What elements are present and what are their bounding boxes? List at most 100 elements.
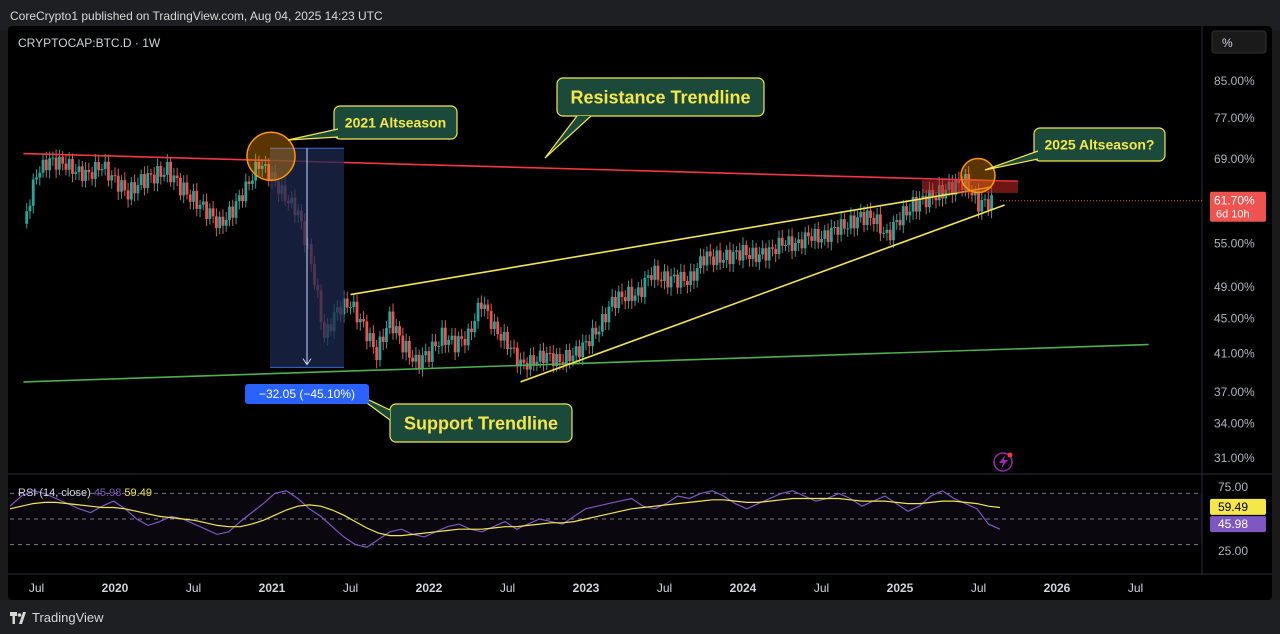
candle-body: [159, 166, 163, 177]
scale-unit-label: %: [1222, 36, 1233, 50]
candle-body: [790, 236, 794, 251]
candle-body: [735, 250, 738, 252]
candle-body: [172, 175, 176, 183]
candle-body: [375, 347, 379, 361]
candle-body: [93, 162, 97, 179]
candle-body: [38, 172, 42, 178]
candle-body: [764, 248, 768, 261]
candle-body: [672, 274, 676, 277]
last-price-badge: [1210, 191, 1266, 222]
candle-body: [234, 201, 238, 218]
candle-body: [803, 232, 807, 249]
candle-body: [604, 313, 608, 323]
candle-body: [358, 319, 362, 323]
last-price-label: 61.70%: [1214, 194, 1255, 208]
candle-body: [522, 359, 526, 363]
candle-body: [535, 361, 539, 365]
candle-body: [414, 354, 418, 362]
candle-body: [564, 350, 568, 365]
candle-body: [80, 166, 84, 182]
candle-body: [614, 296, 617, 309]
candle-body: [807, 232, 810, 237]
altseason-2025-callout: 2025 Altseason?: [984, 127, 1166, 171]
measure-arrow-head: [302, 358, 312, 366]
candle-body: [842, 219, 846, 229]
candle-body: [257, 161, 261, 169]
candle-body: [381, 336, 385, 342]
candle-body: [489, 310, 493, 330]
candle-body: [600, 313, 604, 332]
candle-body: [924, 195, 928, 208]
y-tick-label: 45.00%: [1214, 312, 1255, 326]
candle-body: [682, 271, 686, 281]
y-tick-label: 69.00%: [1214, 152, 1255, 166]
candle-body: [607, 306, 611, 323]
x-tick-label: Jul: [186, 581, 201, 595]
candle-body: [973, 191, 977, 196]
candle-body: [437, 345, 441, 347]
rsi-legend-ma-value: 59.49: [124, 487, 152, 499]
candle-body: [237, 195, 241, 202]
resistance-callout-box: [556, 77, 765, 117]
candle-body: [133, 182, 137, 194]
candle-body: [84, 169, 87, 182]
candles: [25, 149, 993, 378]
candle-body: [767, 247, 771, 261]
candle-body: [116, 175, 120, 192]
candle-body: [721, 259, 725, 263]
tradingview-brand[interactable]: TradingView: [10, 610, 104, 625]
rsi-legend[interactable]: RSI (14, close) 45.98 59.49: [18, 487, 152, 499]
grid: [8, 26, 1272, 575]
candle-body: [214, 216, 218, 229]
chart-canvas[interactable]: Resistance Trendline 2021 Altseason 2025 A…: [0, 0, 1280, 600]
candle-body: [610, 296, 614, 307]
candle-body: [856, 217, 859, 229]
candle-body: [594, 327, 598, 335]
scale-toggle-button[interactable]: [1211, 30, 1267, 54]
candle-body: [810, 236, 814, 241]
candle-body: [918, 199, 922, 212]
symbol-label[interactable]: CRYPTOCAP:BTC.D · 1W: [18, 36, 161, 50]
candle-body: [470, 328, 473, 333]
candle-body: [401, 335, 405, 353]
candle-body: [188, 194, 192, 202]
candle-body: [71, 159, 74, 174]
candle-body: [695, 268, 699, 281]
tradingview-logo-icon: [10, 611, 26, 624]
candle-body: [852, 215, 856, 229]
rsi-ma-badge-label: 59.49: [1218, 500, 1248, 514]
candle-body: [862, 211, 866, 226]
alert-icon[interactable]: [993, 452, 1013, 472]
rsi-legend-title: RSI (14, close): [18, 487, 94, 499]
candle-body: [780, 237, 784, 246]
candle-body: [725, 249, 729, 260]
candle-body: [757, 254, 761, 263]
candle-body: [35, 177, 38, 180]
x-tick-label: 2025: [887, 581, 914, 595]
y-tick-label: 49.00%: [1214, 280, 1255, 294]
x-tick-label: Jul: [500, 581, 515, 595]
candle-body: [218, 216, 222, 229]
candle-body: [702, 256, 706, 266]
candle-body: [878, 214, 882, 234]
candle-body: [411, 357, 415, 362]
candle-body: [934, 197, 938, 201]
candle-body: [175, 175, 179, 179]
x-tick-label: 2022: [416, 581, 443, 595]
candle-body: [139, 174, 143, 186]
y-tick-label: 77.00%: [1214, 111, 1255, 125]
x-tick-label: 2023: [573, 581, 600, 595]
candle-body: [692, 271, 696, 281]
supply-zone: [922, 180, 1018, 193]
candle-body: [875, 214, 879, 225]
candle-body: [61, 156, 65, 164]
resistance-callout: Resistance Trendline: [544, 77, 765, 159]
candle-body: [663, 271, 666, 282]
candle-body: [754, 247, 758, 263]
resistance-callout-text: Resistance Trendline: [570, 87, 750, 107]
candle-body: [97, 162, 101, 171]
candle-body: [787, 236, 791, 246]
candle-body: [839, 219, 843, 235]
candle-body: [260, 165, 264, 169]
candle-body: [800, 239, 804, 249]
